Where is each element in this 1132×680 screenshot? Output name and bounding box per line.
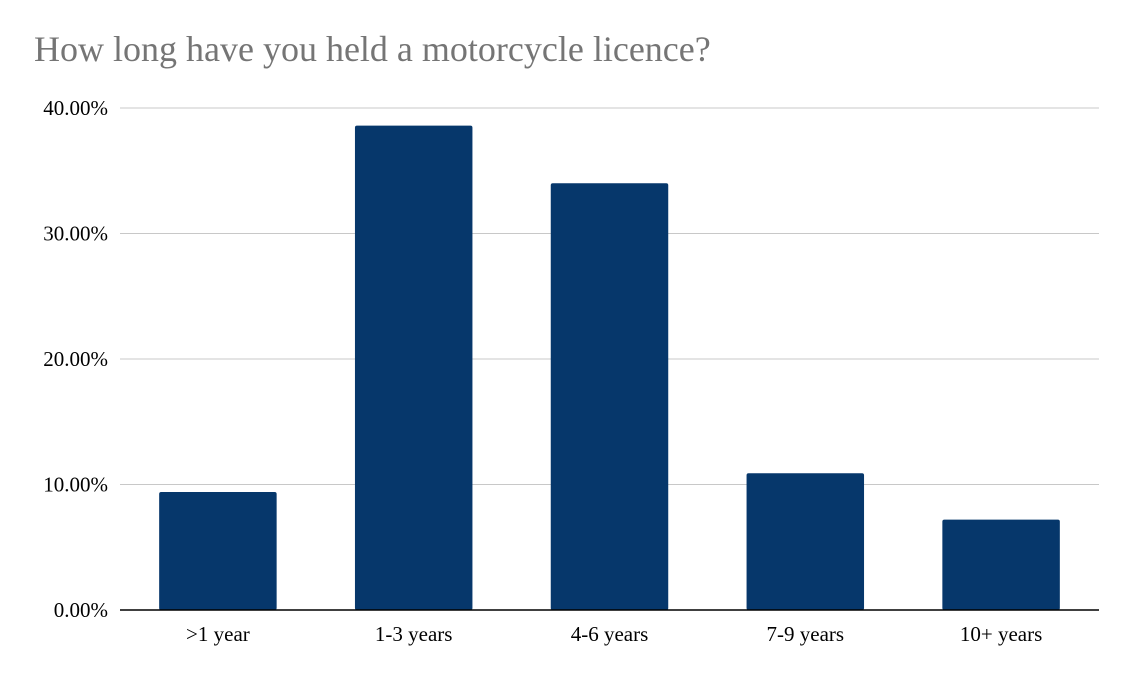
x-tick-label: 1-3 years bbox=[375, 622, 453, 646]
y-tick-label: 0.00% bbox=[54, 598, 108, 622]
bar-1 bbox=[354, 125, 473, 610]
y-tick-label: 40.00% bbox=[43, 96, 108, 120]
x-tick-label: 4-6 years bbox=[571, 622, 649, 646]
bar-4 bbox=[942, 519, 1060, 610]
y-tick-label: 10.00% bbox=[43, 473, 108, 497]
x-tick-label: 7-9 years bbox=[767, 622, 845, 646]
y-tick-label: 30.00% bbox=[43, 222, 108, 246]
y-tick-label: 20.00% bbox=[43, 347, 108, 371]
x-tick-label: 10+ years bbox=[960, 622, 1042, 646]
chart-title: How long have you held a motorcycle lice… bbox=[34, 29, 711, 69]
bar-3 bbox=[746, 473, 865, 610]
x-tick-label: >1 year bbox=[186, 622, 250, 646]
bar-0 bbox=[159, 492, 277, 610]
bar-2 bbox=[550, 183, 669, 611]
